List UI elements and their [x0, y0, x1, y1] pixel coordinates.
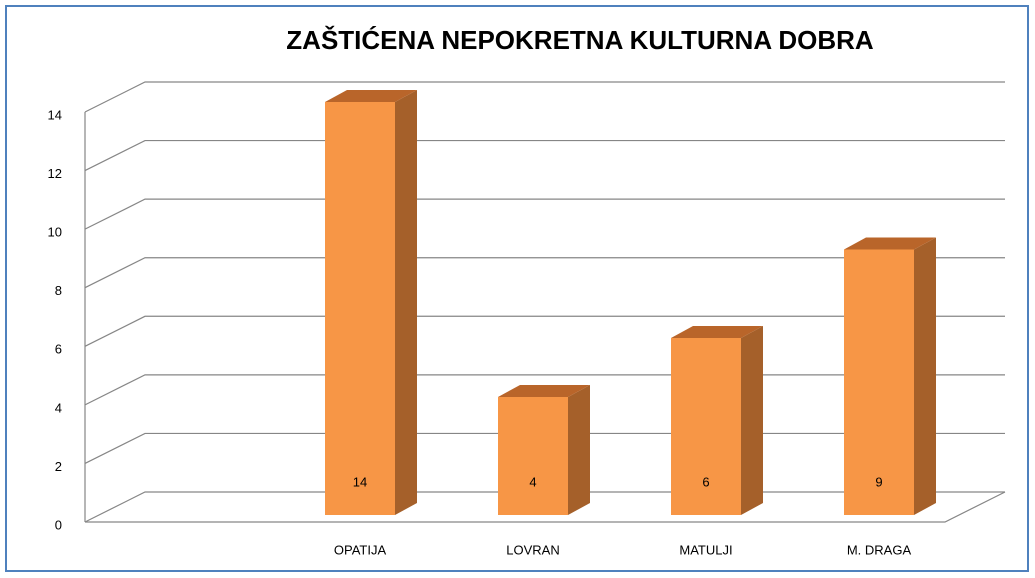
y-tick-label: 14	[48, 107, 62, 122]
grid-line	[84, 139, 1005, 172]
x-tick-label: MATULJI	[679, 542, 732, 557]
bar-top	[844, 237, 936, 250]
bar	[844, 237, 936, 515]
y-tick-label: 4	[55, 400, 62, 415]
data-label: 9	[875, 474, 882, 489]
grid-line	[84, 257, 1005, 289]
x-tick-label: OPATIJA	[334, 542, 387, 557]
bar-side	[914, 237, 936, 515]
x-tick-label: M. DRAGA	[847, 542, 912, 557]
data-label: 14	[353, 474, 367, 489]
chart-title: ZAŠTIĆENA NEPOKRETNA KULTURNA DOBRA	[286, 25, 874, 55]
y-tick-label: 6	[55, 342, 62, 357]
y-tick-label: 0	[55, 517, 62, 532]
bar-front	[671, 338, 741, 515]
y-tick-label: 2	[55, 459, 62, 474]
bar-side	[741, 326, 763, 515]
bar-top	[325, 90, 417, 102]
bar	[325, 90, 417, 515]
bar-front	[325, 102, 395, 515]
y-tick-label: 10	[48, 225, 62, 240]
bar-top	[498, 385, 590, 397]
bar-side	[568, 385, 590, 515]
bar-top	[671, 326, 763, 338]
grid-line	[84, 198, 1005, 230]
bar	[498, 385, 590, 515]
floor-edge	[85, 491, 1006, 523]
data-label: 4	[529, 474, 536, 489]
y-tick-label: 8	[55, 283, 62, 298]
bar-front	[844, 249, 914, 515]
y-tick-label: 12	[48, 166, 62, 181]
grid-line	[84, 81, 1005, 113]
bar	[671, 326, 763, 515]
bar-front	[498, 397, 568, 515]
data-label: 6	[702, 474, 709, 489]
bar-side	[395, 90, 417, 515]
grid-line	[84, 315, 1005, 347]
x-tick-label: LOVRAN	[506, 542, 559, 557]
